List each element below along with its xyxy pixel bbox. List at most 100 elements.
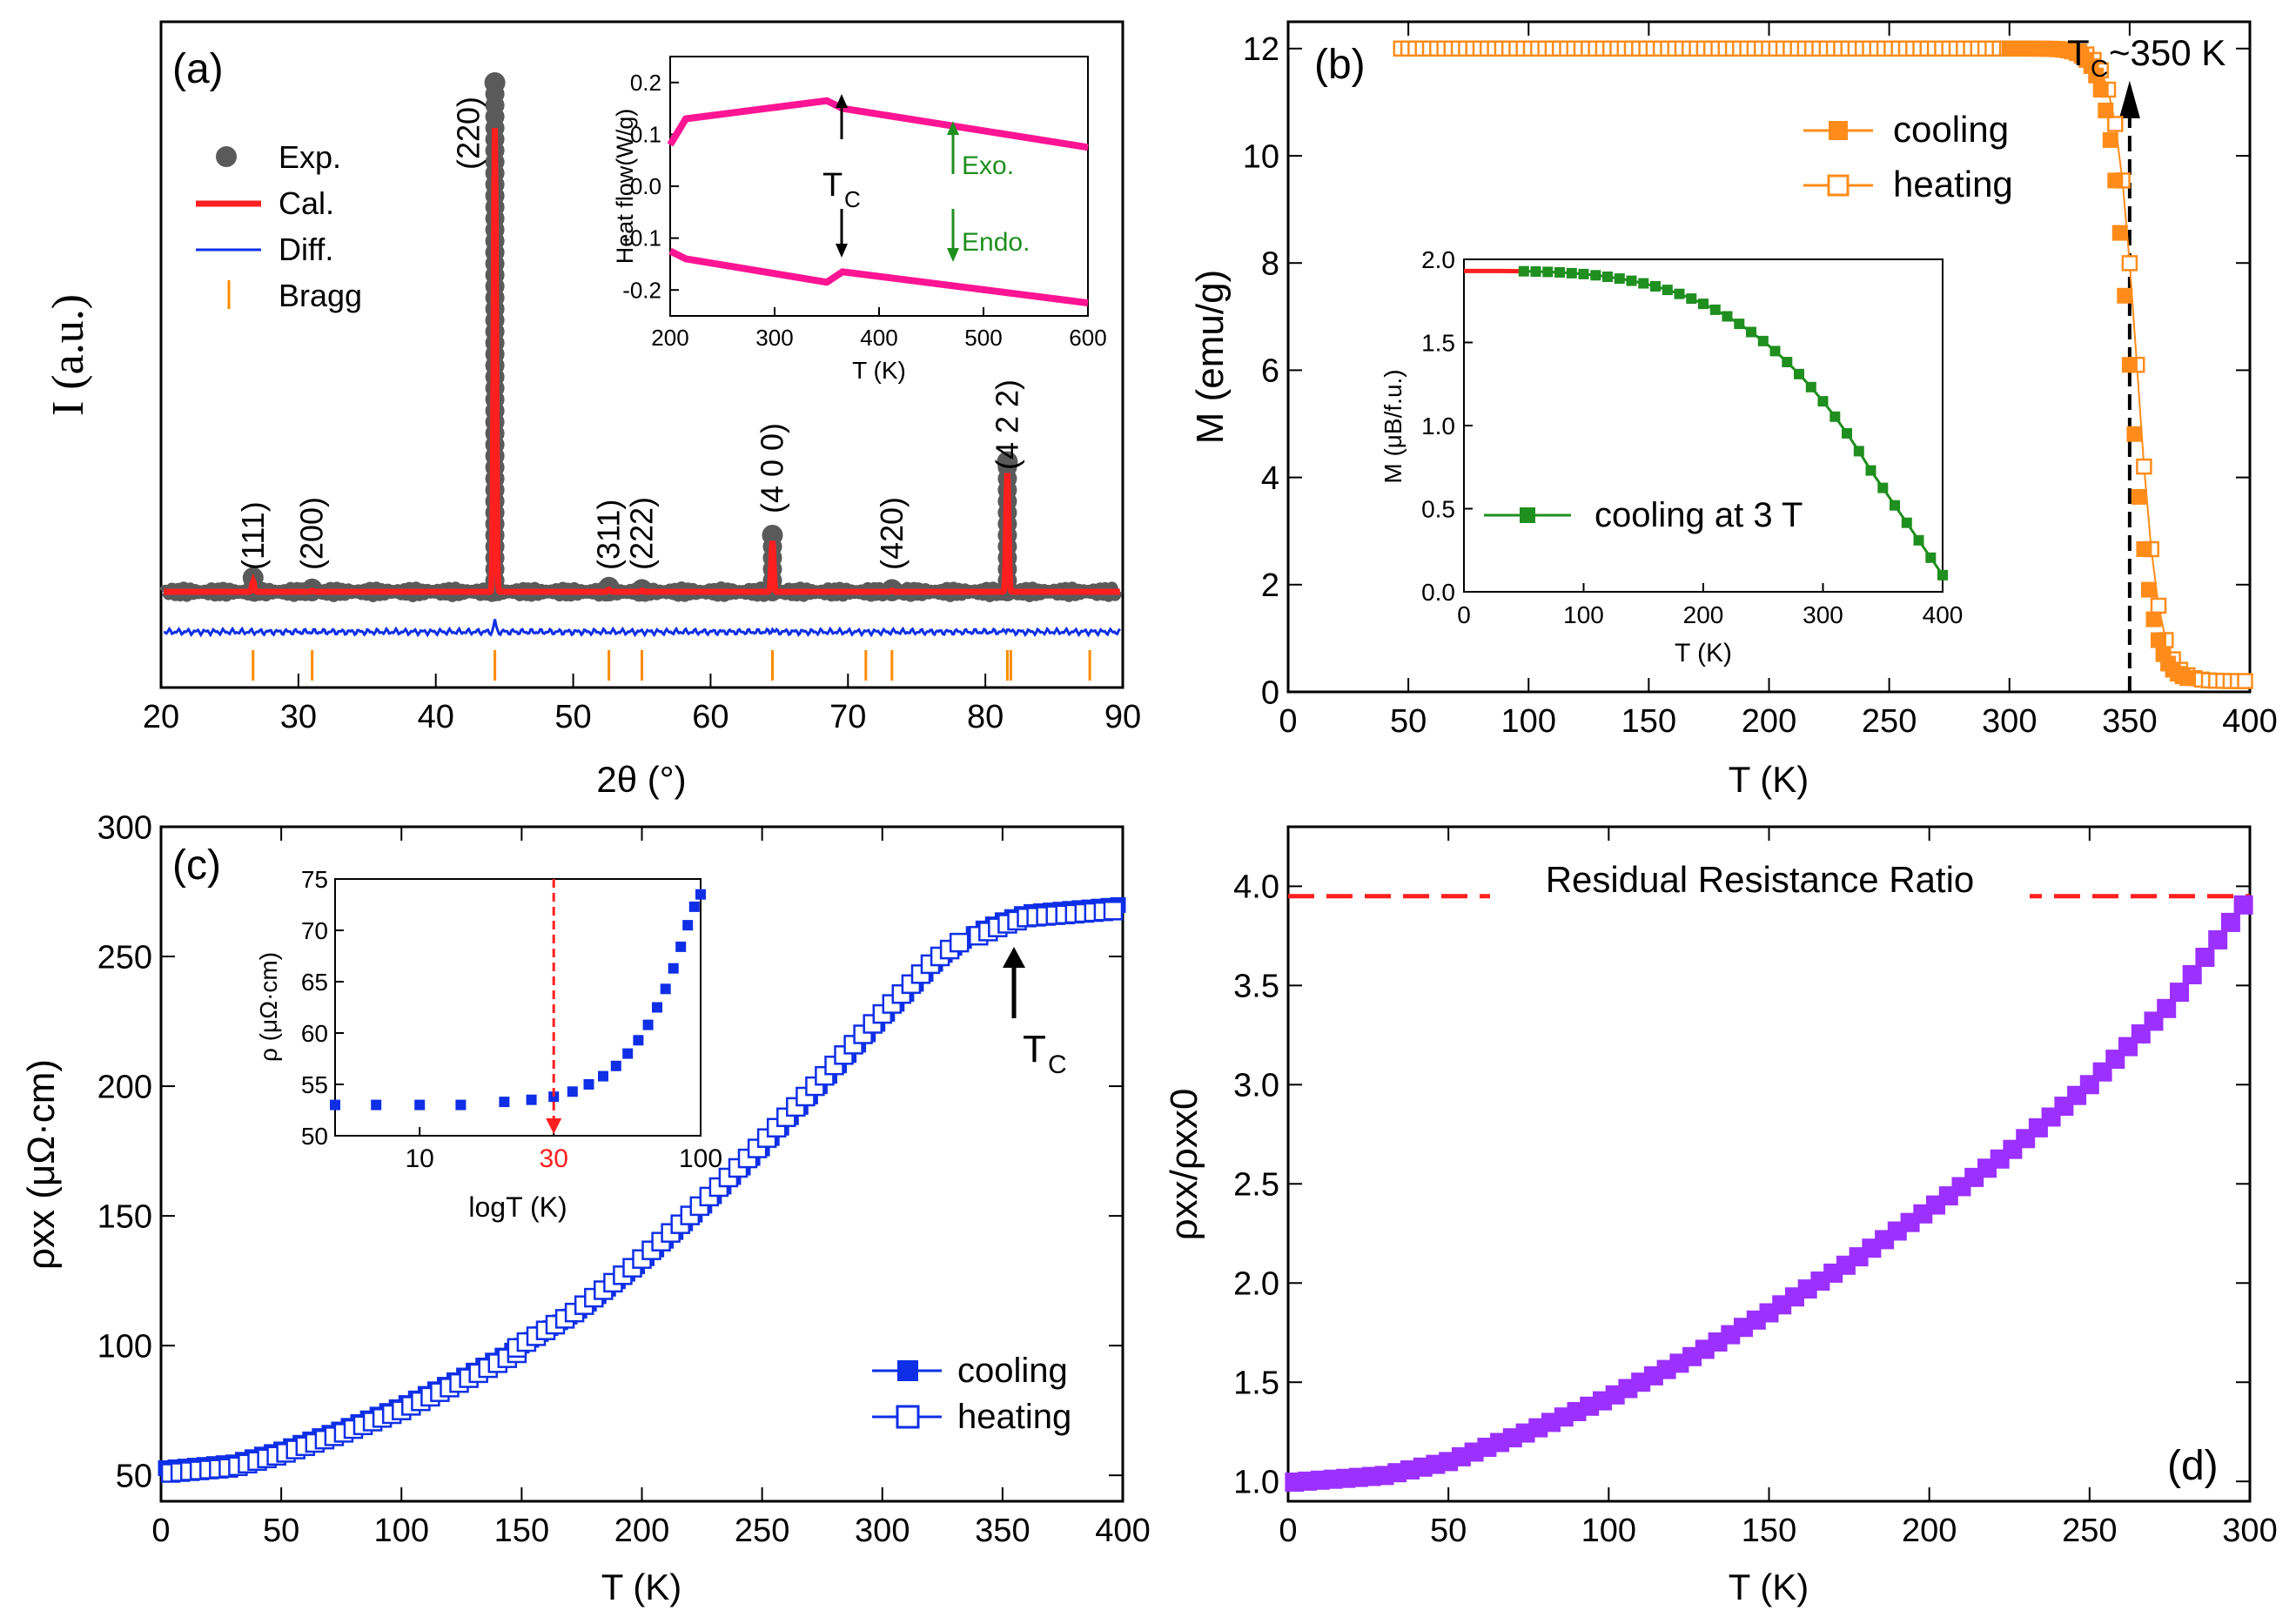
panel-b-label: (b) — [1314, 42, 1366, 88]
x-tick-label: 150 — [1621, 703, 1676, 740]
inset-b-axes: 0 100 200 300 400 0.0 0.5 1.0 1.5 2.0 — [1421, 246, 1963, 628]
y-tick-label: 10 — [1243, 138, 1279, 175]
x-tick-label: 200 — [1742, 703, 1796, 740]
cooling-point — [2088, 67, 2105, 84]
panel-d-x-axis-label: T (K) — [1729, 1567, 1809, 1607]
y-tick-label: 4.0 — [1233, 869, 1279, 906]
x-tick-label: 20 — [143, 699, 179, 735]
inset-c-point — [414, 1099, 426, 1110]
cooling-point — [2107, 172, 2124, 189]
inset-a-endo-label: Endo. — [962, 228, 1030, 257]
y-tick-label: 200 — [97, 1069, 152, 1105]
inset-b-y-label: M (μB/f.u.) — [1380, 369, 1406, 483]
cooling-point — [2098, 102, 2114, 118]
inset-b-point — [1829, 411, 1841, 422]
rrr-label-bg — [1490, 857, 2030, 901]
panel-d-axes: 0 50 100 150 200 250 300 1.0 1.5 2.0 2.5 3.0 3.5 4.0 — [1233, 827, 2278, 1549]
y-tick-label: 1.5 — [1233, 1365, 1279, 1402]
cooling-point — [2117, 287, 2133, 304]
inset-a-y-label: Heat flow(W/g) — [612, 109, 638, 265]
inset-b-point — [1614, 273, 1625, 285]
inset-c-point — [622, 1048, 634, 1059]
peak-label: (420) — [874, 497, 910, 570]
cooling-point — [2102, 131, 2118, 148]
cooling-series — [2001, 40, 2196, 687]
inset-b-point — [1530, 266, 1541, 277]
tc-arrow-up-head — [836, 94, 848, 108]
panel-c-tc-annotation: T C — [1003, 947, 1067, 1079]
inset-b-point — [1578, 268, 1589, 279]
cooling-point — [2121, 357, 2138, 373]
inset-c-30k-arrow — [546, 1118, 562, 1134]
heating-point — [2237, 673, 2253, 689]
y-tick-label: 12 — [1243, 31, 1279, 68]
x-tick-label: 600 — [1069, 325, 1106, 351]
rrr-series — [1285, 895, 2253, 1492]
endo-arrow-head — [947, 248, 959, 262]
panel-c-tc-arrow-head — [1003, 947, 1025, 968]
heating-point — [2107, 116, 2124, 132]
y-tick-label: 0.0 — [1421, 579, 1455, 606]
panel-b-y-axis-label: M (emu/g) — [1189, 270, 1232, 444]
inset-c-y-label: ρ (μΩ·cm) — [255, 952, 282, 1062]
inset-c-point — [598, 1070, 608, 1082]
inset-b-point — [1554, 267, 1565, 278]
inset-b-point — [1662, 285, 1673, 296]
inset-b-point — [1650, 281, 1661, 292]
panel-d-rrr-label: Residual Resistance Ratio — [1490, 857, 2030, 901]
y-tick-label: 2.0 — [1421, 246, 1455, 273]
x-tick-label: 300 — [1803, 601, 1843, 628]
x-tick-label: 30 — [540, 1144, 568, 1173]
inset-c-plot — [330, 879, 706, 1134]
rrr-point — [2233, 895, 2253, 915]
inset-b-point — [1769, 346, 1781, 357]
inset-b-point — [1842, 427, 1852, 439]
inset-b-point — [1698, 299, 1709, 310]
x-tick-label: 250 — [1862, 703, 1917, 740]
y-tick-label: 2.0 — [1233, 1266, 1279, 1303]
y-tick-label: 8 — [1261, 246, 1279, 283]
inset-b-point — [1805, 381, 1816, 393]
x-tick-label: 300 — [755, 325, 793, 351]
y-tick-label: 3.5 — [1233, 969, 1279, 1005]
x-tick-label: 200 — [614, 1513, 669, 1549]
x-tick-label: 50 — [554, 699, 591, 735]
panel-a: (a) 20 30 40 50 60 70 80 90 2θ (°) I (a.u.) (11… — [44, 20, 1141, 800]
panel-c-legend: cooling heating — [872, 1352, 1071, 1436]
panel-b-tc-C: C — [2091, 55, 2108, 82]
x-tick-label: 400 — [1095, 1513, 1150, 1549]
panel-c: (c) 0 50 100 150 200 250 300 350 400 50 100 150 200 2… — [20, 809, 1151, 1607]
panel-d-frame — [1286, 825, 2252, 1503]
rrr-point — [2195, 948, 2215, 967]
inset-c-frame — [334, 878, 702, 1137]
panel-a-frame — [159, 20, 1125, 689]
x-tick-label: 300 — [2222, 1513, 2277, 1549]
panel-c-label: (c) — [172, 842, 221, 889]
legend-exp-marker — [216, 146, 237, 167]
x-tick-label: 400 — [860, 325, 897, 351]
inset-b-point — [1722, 311, 1733, 322]
panel-d-label: (d) — [2167, 1443, 2219, 1489]
inset-c-point — [610, 1060, 621, 1071]
cooling-point — [2179, 670, 2196, 687]
inset-c-point — [583, 1079, 594, 1090]
inset-c-point — [688, 901, 700, 912]
inset-b-point — [1817, 396, 1829, 407]
x-tick-label: 50 — [1390, 703, 1427, 740]
rrr-point — [2170, 983, 2189, 1003]
peak-label: (311) — [591, 500, 627, 570]
x-tick-label: 100 — [1581, 1513, 1636, 1549]
cooling-point — [2131, 488, 2147, 505]
y-tick-label: -0.1 — [622, 225, 661, 252]
panel-c-tc-T: T — [1023, 1028, 1046, 1070]
inset-a-curves — [667, 97, 1089, 307]
panel-c-y-axis-label: ρxx (μΩ·cm) — [20, 1059, 63, 1270]
tc-arrow-head — [2118, 80, 2140, 118]
inset-c-point — [499, 1097, 510, 1108]
x-tick-label: 50 — [1430, 1513, 1467, 1549]
cooling-point — [2151, 632, 2166, 648]
inset-b-point — [1782, 357, 1793, 367]
inset-c-point — [633, 1035, 644, 1046]
panel-a-y-axis-label: I (a.u.) — [44, 294, 93, 416]
y-tick-label: 150 — [97, 1198, 152, 1235]
